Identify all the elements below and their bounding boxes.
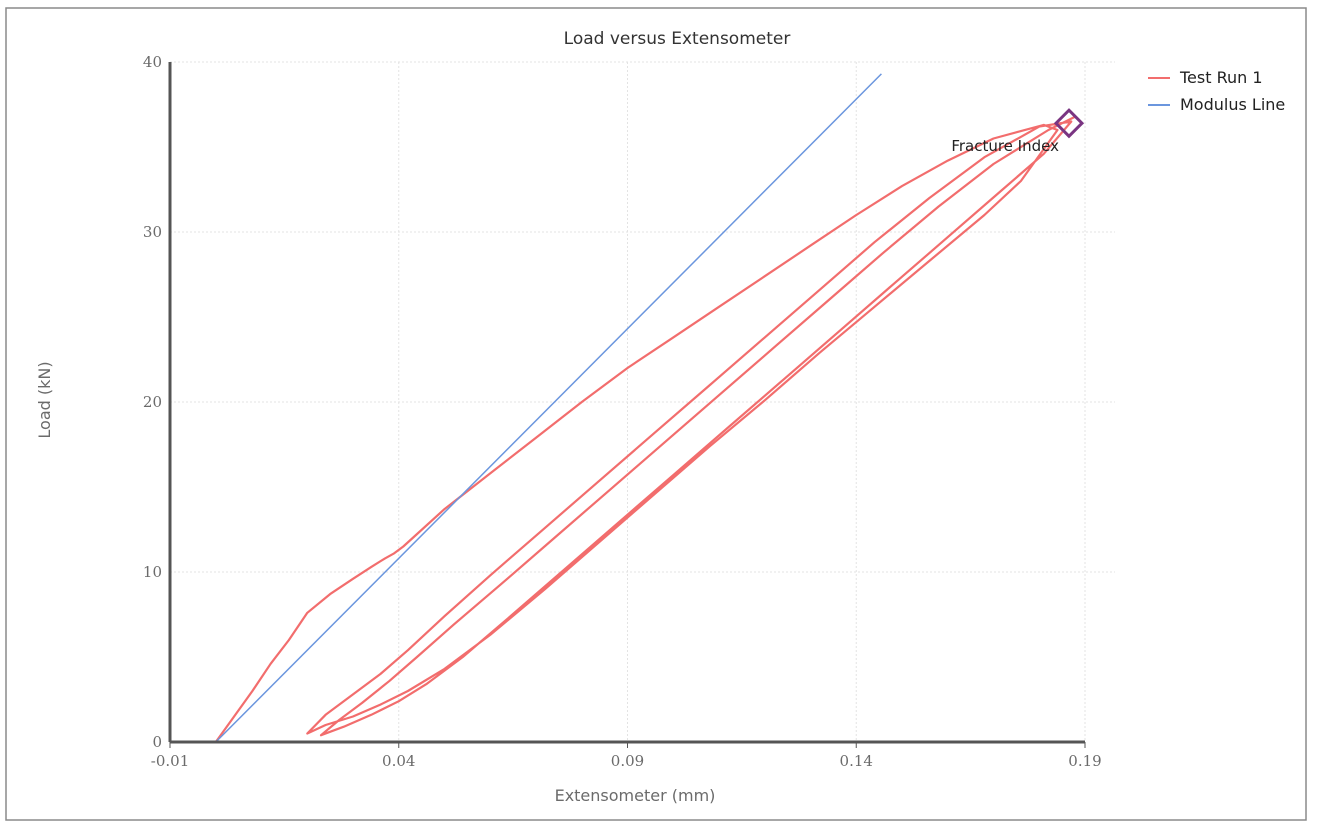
x-tick-label: 0.14 (840, 752, 873, 770)
tick-labels: -0.01 0.04 0.09 0.14 0.19 0 10 20 30 40 (143, 53, 1102, 770)
legend-item-label[interactable]: Modulus Line (1180, 95, 1285, 114)
series-layer (214, 73, 1077, 743)
chart-border (5, 7, 1307, 821)
fracture-marker (1053, 108, 1085, 139)
grid-lines (170, 61, 1115, 742)
annotations-layer: Fracture Index (951, 108, 1085, 155)
x-tick-label: -0.01 (151, 752, 189, 770)
y-tick-label: 0 (152, 733, 162, 751)
x-tick-label: 0.19 (1068, 752, 1101, 770)
chart-title: Load versus Extensometer (564, 29, 791, 49)
y-tick-label: 20 (143, 393, 162, 411)
x-tick-label: 0.04 (382, 752, 415, 770)
y-tick-label: 30 (143, 223, 162, 241)
y-axis-label: Load (kN) (35, 361, 54, 438)
legend[interactable]: Test Run 1 Modulus Line (1148, 68, 1285, 114)
y-tick-label: 10 (143, 563, 162, 581)
x-tick-label: 0.09 (611, 752, 644, 770)
x-axis-label: Extensometer (mm) (555, 786, 716, 805)
y-tick-label: 40 (143, 53, 162, 71)
series-line-test-run-1 (214, 115, 1077, 743)
series-line-modulus (215, 73, 882, 743)
legend-item-label[interactable]: Test Run 1 (1179, 68, 1263, 87)
fracture-label: Fracture Index (951, 137, 1059, 155)
